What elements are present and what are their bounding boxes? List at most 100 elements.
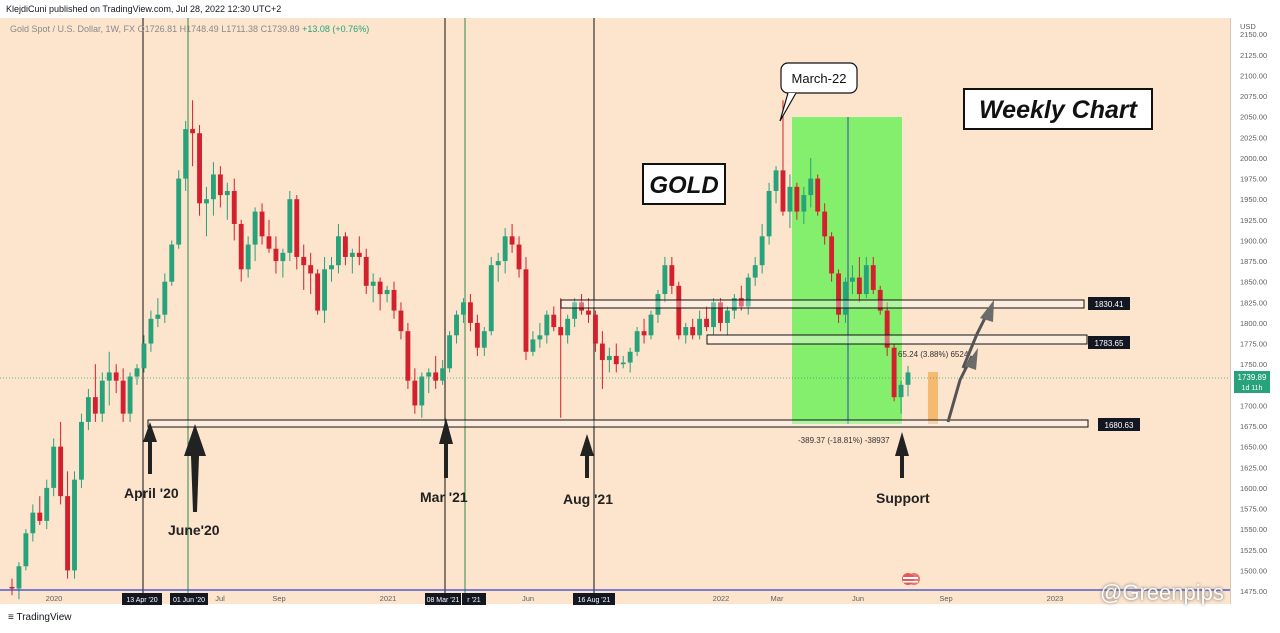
tag-1783: 1783.65 [1088,336,1130,349]
greenpips-watermark: @Greenpips [1100,580,1224,606]
candle-body [92,397,98,414]
candle-body [162,281,168,315]
event-flag-icon[interactable] [902,573,920,585]
level-box-1830 [560,299,1085,309]
candle-body [870,265,876,290]
candle-body [863,265,869,295]
tag-1680: 1680.63 [1098,418,1140,431]
y-tick-label: 1825.00 [1240,298,1267,307]
level-box-1680 [147,419,1089,428]
y-tick-label: 1575.00 [1240,505,1267,514]
candle-body [294,199,300,257]
symbol-name: Gold Spot / U.S. Dollar, 1W, FX [10,24,136,34]
candle-body [759,236,765,266]
candle-body [822,211,828,237]
candle-body [474,322,480,348]
date-tag-bg [170,593,208,605]
x-tick-label: 2022 [713,594,730,603]
weekly-chart-title: Weekly Chart [979,96,1139,124]
arrow-support [895,432,909,478]
label-aug21: Aug '21 [563,491,613,507]
gold-title: GOLD [649,172,718,199]
date-tag-bg [462,593,486,605]
candle-body [197,133,202,204]
candle-body [787,186,793,212]
candle-body [266,236,272,249]
candle-body [836,273,841,315]
candle-body [711,302,716,328]
candle-body [252,211,258,245]
candle-body [488,265,494,332]
candle-body [551,314,557,328]
candle-body [454,314,459,336]
y-tick-label: 1875.00 [1240,257,1267,266]
y-tick-label: 1500.00 [1240,566,1267,575]
measure-up-text: 65.24 (3.88%) 6524 [898,350,969,359]
y-tick-label: 2000.00 [1240,154,1267,163]
date-tag-text: 13 Apr '20 [126,597,157,604]
candle-body [641,331,647,336]
symbol-change: +13.08 (+0.76%) [302,24,370,34]
tradingview-logo[interactable]: ≡ TradingView [8,612,71,623]
candle-body [690,327,696,336]
candle-body [850,277,855,282]
candle-body [509,236,515,245]
candle-body [586,310,591,315]
candle-body [676,285,682,336]
candle-body [502,236,508,262]
candle-body [808,178,814,196]
candle-body [461,302,466,315]
candle-body [905,372,911,385]
candle-body [467,302,473,323]
candle-body [370,281,376,286]
time-axis[interactable]: 2020 Jul Sep 2021 Jun 2022 Mar Jun Sep 2023 [46,594,1064,603]
candles-group [9,100,911,600]
candle-body [634,331,640,352]
candle-body [398,310,404,332]
candle-body [44,487,50,521]
arrow-jun20 [184,424,206,512]
tradingview-icon: ≡ [8,612,14,623]
candle-body [606,355,612,361]
candle-body [37,512,43,521]
candle-body [620,362,626,365]
date-tag-text: 16 Aug '21 [578,597,611,604]
x-tick-label: Jul [215,594,225,603]
y-tick-label: 2125.00 [1240,51,1267,60]
candle-body [572,302,578,319]
y-tick-label: 1675.00 [1240,422,1267,431]
label-mar21: Mar '21 [420,489,468,505]
symbol-low: L1711.38 [221,24,259,34]
candle-body [440,368,446,381]
candle-body [697,318,703,336]
candle-body [280,252,286,262]
y-tick-label: 1900.00 [1240,236,1267,245]
candle-body [558,327,564,336]
candle-body [16,566,22,589]
y-tick-label: 2050.00 [1240,113,1267,122]
y-tick-label: 1550.00 [1240,525,1267,534]
date-tag-text: 08 Mar '21 [427,597,460,604]
y-tick-label: 2150.00 [1240,30,1267,39]
candle-body [99,380,105,414]
candle-body [738,298,744,307]
candle-body [891,347,897,398]
date-tag-bg [122,593,162,605]
label-june20: June'20 [168,522,220,538]
candle-body [85,397,91,422]
rebound-measure-bar [928,372,938,424]
candle-body [655,294,661,315]
tradingview-label: TradingView [16,612,72,623]
candle-body [815,178,821,212]
candle-body [30,512,36,534]
level-box-1783 [706,334,1088,345]
x-tick-label: Jun [852,594,864,603]
tag-1783-text: 1783.65 [1095,339,1124,348]
candle-body [336,236,341,266]
candle-body [349,252,355,257]
measure-down-text: -389.37 (-18.81%) -38937 [798,436,890,445]
y-tick-label: 1475.00 [1240,587,1267,596]
candle-body [176,178,182,245]
